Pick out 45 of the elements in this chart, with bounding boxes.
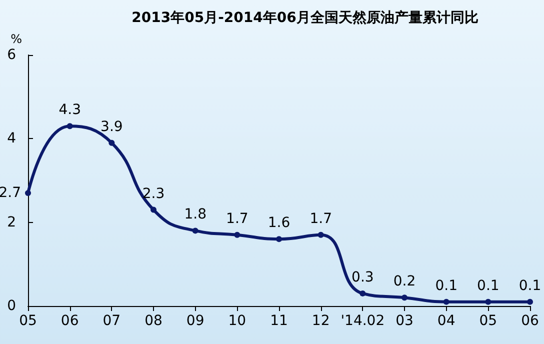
data-label: 3.9: [100, 118, 123, 135]
x-tick-label: 08: [144, 313, 162, 329]
point: [25, 190, 31, 196]
data-label: 2.7: [0, 185, 21, 202]
x-tick-label: 10: [228, 313, 246, 329]
chart-title: 2013年05月-2014年06月全国天然原油产量累计同比: [132, 9, 478, 26]
x-tick-label: 11: [270, 313, 288, 329]
point: [66, 123, 73, 130]
x-tick-label: '14.02: [340, 313, 385, 329]
point: [192, 228, 198, 234]
data-label: 1.8: [184, 206, 206, 223]
point: [276, 236, 282, 242]
point: [443, 298, 450, 305]
x-tick-label: 05: [19, 313, 37, 329]
x-tick-label: 05: [479, 313, 498, 329]
data-label: 1.7: [226, 210, 248, 227]
data-label: 1.7: [310, 210, 332, 227]
data-label: 0.1: [435, 278, 458, 294]
data-label: 0.1: [477, 278, 500, 294]
y-tick-label: 0: [7, 298, 16, 314]
point: [402, 294, 408, 301]
x-tick-label: 06: [60, 313, 79, 329]
data-label: 2.3: [142, 186, 165, 202]
data-label: 1.6: [268, 215, 290, 232]
point: [234, 232, 240, 238]
data-label: 0.2: [393, 274, 416, 290]
x-tick-label: 04: [437, 313, 456, 329]
data-label: 4.3: [58, 102, 81, 118]
x-tick-label: 12: [312, 313, 330, 329]
y-tick-label: 2: [7, 214, 16, 230]
x-tick-label: 07: [102, 313, 121, 329]
y-axis-title: %: [10, 32, 22, 46]
x-tick-label: 09: [186, 313, 204, 329]
point: [108, 140, 115, 146]
point: [527, 298, 533, 305]
point: [150, 206, 156, 213]
data-label: 0.3: [352, 269, 374, 286]
point: [318, 232, 324, 238]
x-tick-label: 03: [396, 313, 414, 329]
y-tick-label: 4: [7, 130, 16, 147]
point: [360, 290, 366, 296]
point: [485, 298, 492, 305]
x-tick-label: 06: [521, 313, 539, 329]
y-tick-label: 6: [7, 47, 16, 63]
data-label: 0.1: [518, 278, 542, 294]
